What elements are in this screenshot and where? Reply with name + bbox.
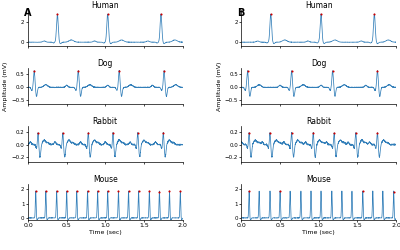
- Text: A: A: [24, 8, 32, 18]
- Y-axis label: Amplitude (mV): Amplitude (mV): [217, 61, 222, 111]
- Title: Human: Human: [92, 1, 119, 10]
- Title: Dog: Dog: [311, 59, 326, 68]
- X-axis label: Time (sec): Time (sec): [302, 230, 335, 235]
- Title: Rabbit: Rabbit: [93, 117, 118, 126]
- Text: B: B: [237, 8, 245, 18]
- Y-axis label: Amplitude (mV): Amplitude (mV): [3, 61, 8, 111]
- Title: Human: Human: [305, 1, 332, 10]
- Title: Mouse: Mouse: [93, 175, 118, 184]
- Title: Mouse: Mouse: [306, 175, 331, 184]
- X-axis label: Time (sec): Time (sec): [89, 230, 122, 235]
- Title: Dog: Dog: [98, 59, 113, 68]
- Title: Rabbit: Rabbit: [306, 117, 331, 126]
